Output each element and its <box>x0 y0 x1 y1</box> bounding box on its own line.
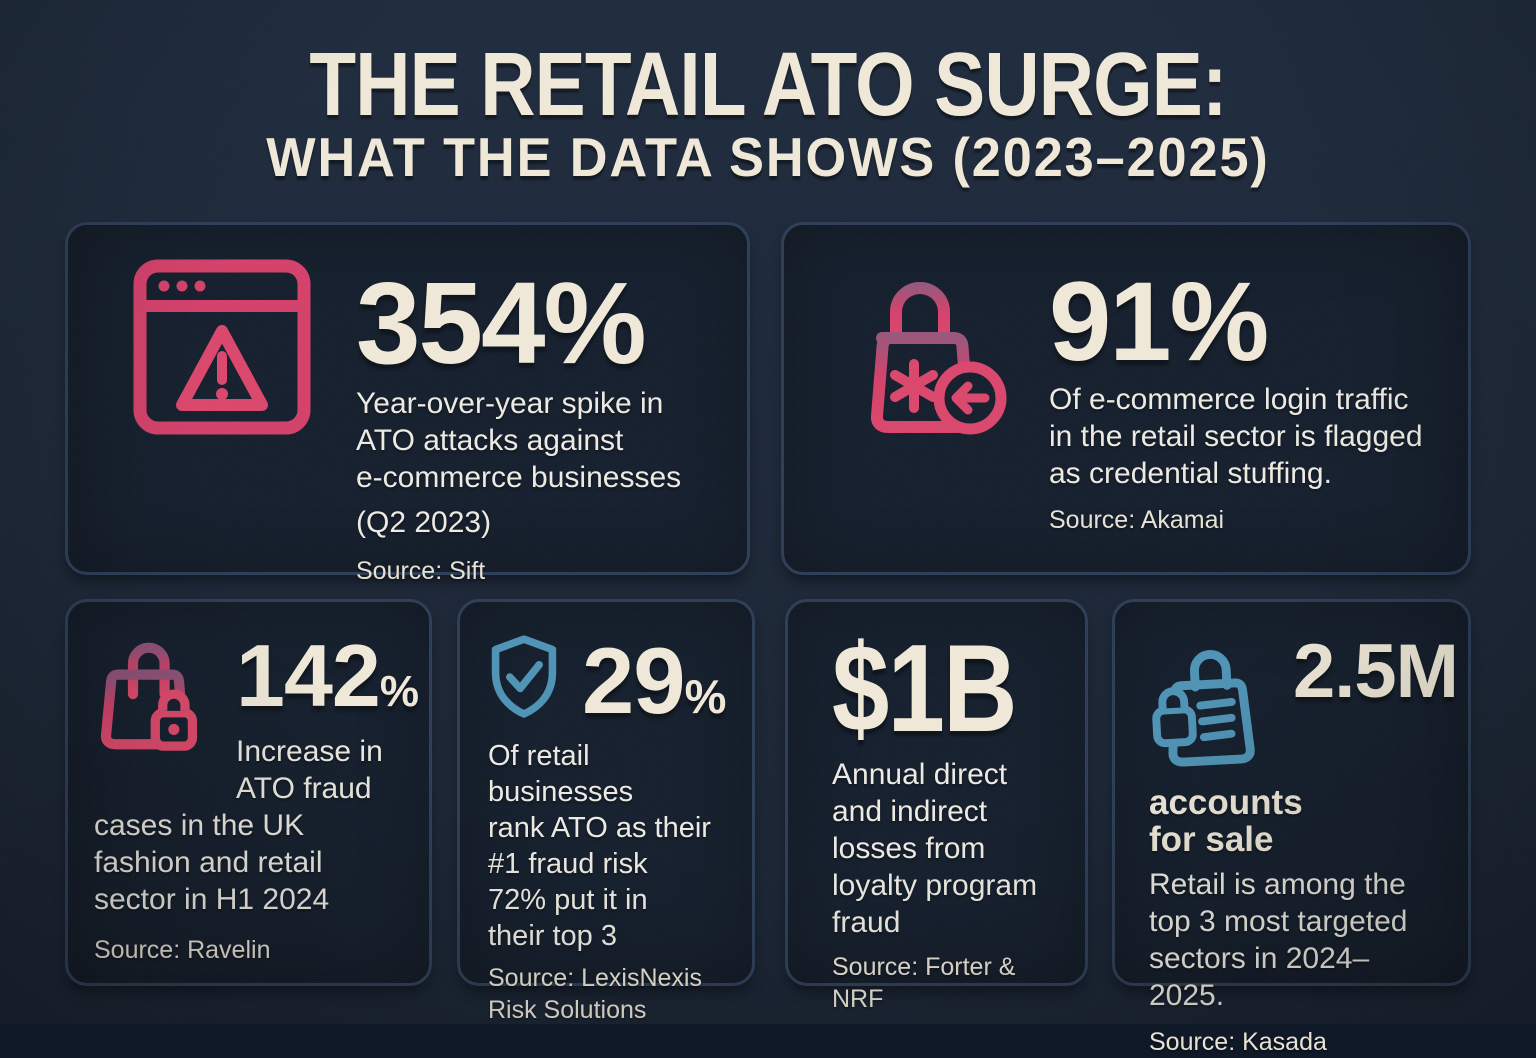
page-subtitle: WHAT THE DATA SHOWS (2023–2025) <box>266 126 1270 188</box>
bag-login-icon <box>844 258 1009 572</box>
stat-card-credential-stuffing: 91% Of e-commerce login traffic in the r… <box>781 222 1471 575</box>
stat-value-number: $1B <box>832 620 1017 758</box>
stat-number-row: 29% <box>488 632 728 728</box>
bag-list-icon <box>1145 634 1296 787</box>
page-title: THE RETAIL ATO SURGE: <box>309 35 1227 135</box>
stat-description: Retail is among the top 3 most targeted … <box>1149 868 1408 1012</box>
stat-value: 91% <box>1049 266 1423 378</box>
stat-value-number: 142 <box>236 626 381 725</box>
stat-card-fraud-risk-rank: 29% Of retail businesses rank ATO as the… <box>457 599 755 1024</box>
stat-text-block: 354% Year-over-year spike in ATO attacks… <box>356 258 682 585</box>
stat-source: Source: Akamai <box>1049 506 1225 535</box>
stat-value-number: 91 <box>1049 259 1172 384</box>
stat-source: Source: Forter & NRF <box>832 952 1016 1013</box>
stat-description: Annual direct and indirect losses from l… <box>832 757 1038 939</box>
stat-value: 29% <box>582 634 727 728</box>
stat-value-unit: % <box>543 258 647 388</box>
stat-description: Year-over-year spike in ATO attacks agai… <box>356 386 682 494</box>
shield-check-icon <box>488 632 560 722</box>
stat-period: (Q2 2023) <box>356 505 492 539</box>
stat-source: Source: Kasada <box>1149 1028 1327 1056</box>
stat-text-block: 91% Of e-commerce login traffic in the r… <box>1049 258 1423 572</box>
stat-card-yoy-spike: 354% Year-over-year spike in ATO attacks… <box>65 222 750 585</box>
stat-card-accounts-for-sale: 2.5M accounts for sale Retail is among t… <box>1112 599 1471 1056</box>
bag-lock-icon <box>94 628 236 804</box>
stat-source: Source: LexisNexis Risk Solutions <box>488 964 702 1025</box>
stat-value-number: 354 <box>356 258 546 388</box>
stat-source: Source: Sift <box>356 556 486 585</box>
stat-description: Of e-commerce login traffic in the retai… <box>1049 383 1423 491</box>
stat-card-loyalty-fraud-losses: $1B Annual direct and indirect losses fr… <box>785 599 1088 1013</box>
stat-value-unit: % <box>379 667 419 716</box>
stat-value: 354% <box>356 265 681 381</box>
stat-card-uk-ato-increase: 142% Increase in ATO fraud cases in the … <box>65 599 432 986</box>
stat-description: Of retail businesses rank ATO as their #… <box>488 740 711 953</box>
stat-source: Source: Ravelin <box>94 935 271 964</box>
stat-value: $1B <box>832 627 1027 751</box>
stat-value-unit: % <box>684 670 727 723</box>
stat-value-number: 29 <box>582 628 686 733</box>
browser-warning-icon <box>132 258 312 572</box>
stat-value-unit: % <box>1169 259 1270 384</box>
